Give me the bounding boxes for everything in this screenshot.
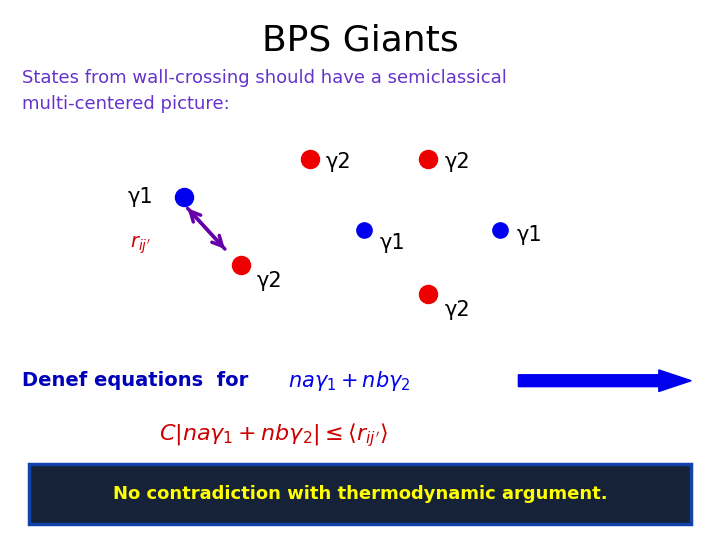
Text: γ1: γ1 (379, 233, 405, 253)
Text: multi-centered picture:: multi-centered picture: (22, 94, 230, 113)
Text: States from wall-crossing should have a semiclassical: States from wall-crossing should have a … (22, 69, 506, 87)
Text: Denef equations  for: Denef equations for (22, 371, 255, 390)
Text: γ1: γ1 (127, 187, 153, 207)
Text: $C|na\gamma_1 + nb\gamma_2| \leq \langle r_{ij'} \rangle$: $C|na\gamma_1 + nb\gamma_2| \leq \langle… (159, 421, 388, 449)
Text: γ2: γ2 (325, 152, 351, 172)
FancyArrow shape (518, 370, 691, 392)
Bar (29, 464, 691, 524)
Text: BPS Giants: BPS Giants (261, 24, 459, 57)
Text: $na\gamma_1 + nb\gamma_2$: $na\gamma_1 + nb\gamma_2$ (288, 369, 410, 393)
Text: $r_{ij'}$: $r_{ij'}$ (130, 235, 151, 256)
Text: No contradiction with thermodynamic argument.: No contradiction with thermodynamic argu… (113, 485, 607, 503)
Text: γ2: γ2 (257, 271, 283, 291)
Text: γ2: γ2 (444, 300, 470, 321)
Text: γ2: γ2 (444, 152, 470, 172)
Text: γ1: γ1 (516, 225, 542, 245)
